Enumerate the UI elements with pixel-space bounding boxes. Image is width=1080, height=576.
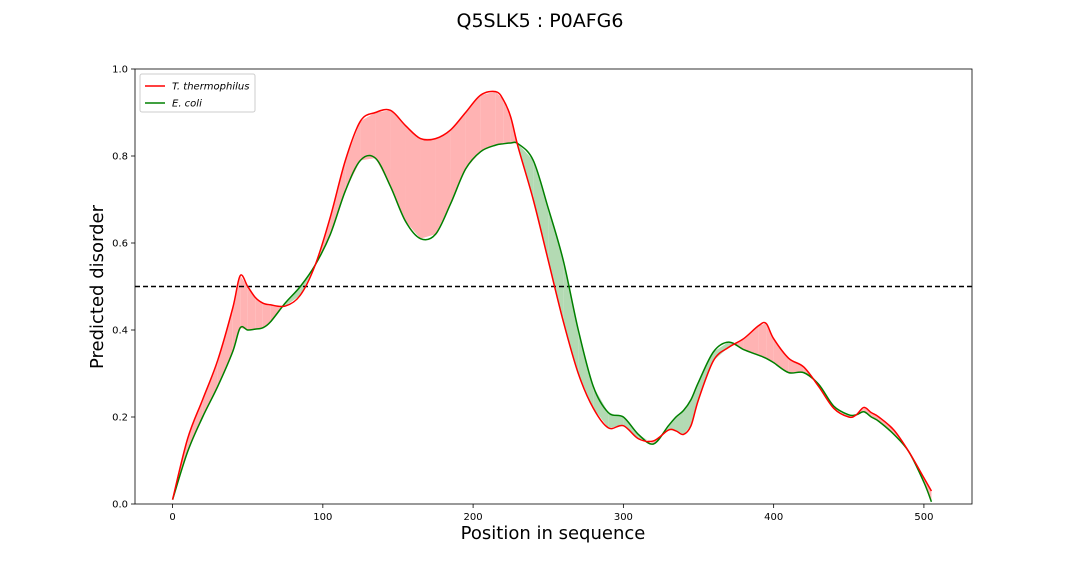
fill-red-segment [495,91,504,146]
y-tick-label: 1.0 [112,65,128,76]
x-tick-label: 0 [169,512,175,523]
legend: T. thermophilus E. coli [139,73,256,113]
fill-green-segment [675,410,684,435]
fill-green-segment [563,260,579,374]
fill-green-segment [578,330,594,409]
fill-red-segment [240,275,248,330]
fill-red-segment [360,112,376,161]
fill-red-segment [743,325,759,356]
fill-red-segment [766,323,774,363]
fill-red-segment [330,160,346,235]
fill-red-segment [503,99,511,144]
difference-fills [172,91,932,502]
fill-red-segment [345,121,361,191]
x-tick-label: 200 [464,512,483,523]
series-line-t-thermophilus [171,90,933,500]
x-tick-label: 100 [313,512,332,523]
fill-red-segment [773,338,789,373]
axis-ticks: 0 100 200 300 400 500 0.0 0.2 0.4 0.6 0.8 1.0 [112,65,933,524]
y-tick-label: 0.0 [112,500,128,511]
fill-red-segment [217,308,233,387]
fill-red-segment [435,129,451,235]
fill-green-segment [608,412,624,428]
chart-title: Q5SLK5 : P0AFG6 [456,10,623,32]
legend-box [139,73,256,113]
y-tick-label: 0.8 [112,152,128,163]
fill-green-segment [623,417,639,439]
x-axis-label: Position in sequence [461,523,646,544]
fill-red-segment [375,110,391,187]
fill-red-segment [653,436,660,444]
legend-label: E. coli [172,99,202,110]
fill-red-segment [405,125,421,239]
fill-green-segment [668,417,676,431]
x-tick-label: 500 [914,512,933,523]
fill-red-segment [187,399,203,452]
fill-red-segment [255,297,263,330]
fill-red-segment [733,338,744,350]
y-tick-label: 0.2 [112,413,128,424]
fill-green-segment [533,160,549,261]
series-line-e-coli [171,141,933,503]
series-lines [171,90,933,503]
fill-red-segment [480,91,496,152]
fill-red-segment [202,360,218,417]
fill-green-segment [691,382,699,426]
x-tick-label: 300 [614,512,633,523]
fill-red-segment [788,358,804,373]
fill-red-segment [465,95,481,170]
fill-red-segment [262,303,271,328]
legend-label: T. thermophilus [172,82,249,93]
fill-red-segment [758,323,767,359]
fill-green-segment [548,208,564,322]
fill-red-segment [420,138,436,239]
plot-frame [134,68,973,505]
fill-red-segment [247,286,256,330]
fill-red-segment [450,112,466,204]
x-tick-label: 400 [764,512,783,523]
y-tick-label: 0.4 [112,326,128,337]
y-axis-label: Predicted disorder [87,204,108,369]
y-tick-label: 0.6 [112,239,128,250]
